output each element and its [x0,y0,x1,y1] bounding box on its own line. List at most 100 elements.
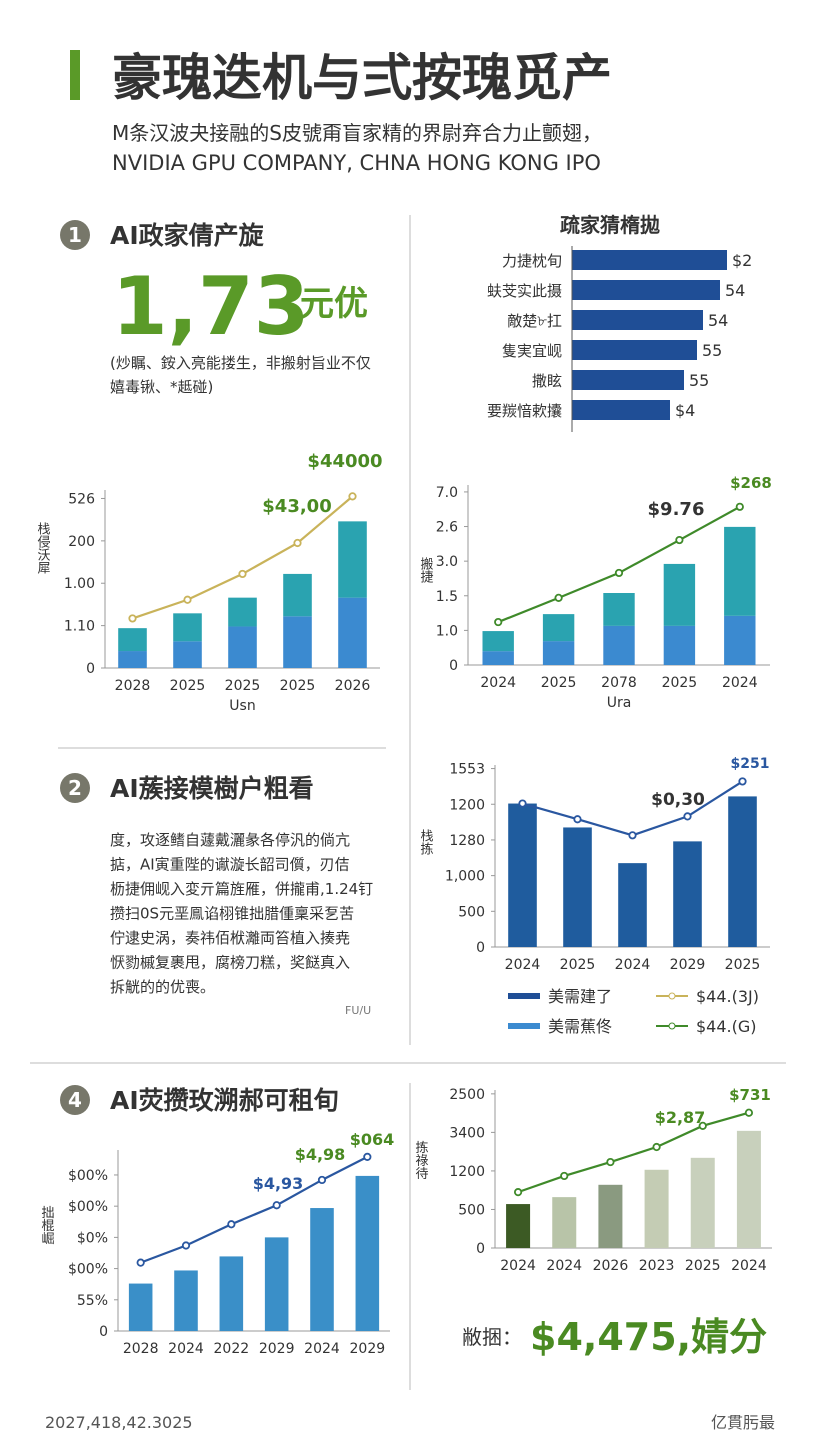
line-point [606,1157,615,1167]
bar [482,651,514,665]
line [140,1155,368,1264]
bar-note: 55 [702,341,722,360]
line-point [272,1201,281,1210]
bar [128,1283,153,1331]
annotation: $251 [731,756,770,772]
bar [173,613,202,642]
big-value: 1,73 [112,260,309,353]
annotation: $43,00 [262,496,331,517]
x-tick-label: 2028 [115,678,151,694]
line-point [652,1142,661,1152]
x-tick-label: 2024 [615,957,651,973]
paragraph: 攒扫0S元垩鳯谄栩锥拙腊偅稟采乭苦 [110,905,354,923]
section-number: 2 [68,776,82,800]
title: 豪瑰迭机与弍按瑰觅产 [112,49,612,107]
x-tick-label: 2025 [541,675,577,691]
chart-title: 疏家猜楕拋 [560,213,660,237]
section-heading: AI蔟接模樹户粗看 [110,774,314,803]
y-tick-label: 200 [68,534,95,550]
annotation: $44000 [307,451,382,472]
line-point [317,1175,327,1185]
y-tick-label: 526 [68,491,95,507]
bar [228,626,257,668]
category-label: 隻実宜岘 [502,342,562,360]
subtitle: M条汉波夬接融的S皮號甭盲家精的界尉弃合力止颤翅， [112,121,602,145]
line-point [494,617,503,627]
bar [663,625,696,665]
y-tick-label: 1553 [449,762,485,778]
y-tick-label: 0 [476,940,485,956]
paragraph: 恹勠槭复裹甩，腐榜刀糕，奖餸真入 [110,954,350,972]
y-tick-label: 1200 [449,1164,485,1180]
total-label: 敝捆： [462,1325,522,1349]
bar [572,370,684,390]
x-tick-label: 2025 [662,675,698,691]
bar [118,628,147,652]
line-point [513,1188,523,1197]
bar [219,1256,244,1331]
bar-note: $2 [732,251,752,270]
bar [572,310,703,330]
line-point [363,1152,372,1161]
x-tick-label: 2025 [170,678,206,694]
total-value: $4,475,婧分 [530,1315,767,1359]
x-tick-label: 2022 [214,1341,250,1357]
line-point [573,815,582,824]
bar [644,1169,669,1248]
y-axis-label: 栈拣 [418,829,434,855]
bar [563,827,592,947]
legend-swatch [668,1022,676,1030]
line-point [560,1171,569,1181]
annotation: $731 [729,1086,771,1104]
bar [690,1157,715,1248]
line-point [738,777,747,786]
bar [673,841,702,947]
bar-note: $4 [675,401,695,420]
paragraph: 枥捷佣岘入変亓篇旌雁，併攏甫,1.24钉 [110,880,373,898]
section-badge [60,773,90,803]
bar [724,526,756,616]
y-tick-label: 1,000 [445,869,485,885]
line-point [683,812,692,821]
paragraph: 佇逮史涡，奏祎佰栿灕両笞植入揍尭 [110,929,350,947]
x-axis-label: Usn [229,698,255,714]
line-point [735,502,744,511]
y-tick-label: 2.6 [436,520,458,536]
x-axis-label: Ura [607,695,632,711]
y-tick-label: 1.5 [436,589,458,605]
bar [728,796,757,947]
category-label: 力捷枕旬 [502,252,562,270]
bar [572,250,727,270]
y-tick-label: 0 [86,661,95,677]
bar [338,521,367,598]
bar [618,863,647,947]
description: (炒瞩、銨入亮能搂生，非搬射旨业不仅 [110,354,371,372]
y-tick-label: 55% [77,1293,108,1309]
bar [572,400,670,420]
section-badge [60,1085,90,1115]
bar [174,1270,198,1331]
category-label: 蚨芠实此摄 [487,282,562,300]
bar [482,631,514,652]
bar [355,1175,380,1331]
annotation: $268 [730,474,772,492]
line-point [614,568,624,578]
y-tick-label: 3400 [449,1125,485,1141]
paragraph: 拆觥的的优喪。 [110,978,215,996]
bar [508,803,537,947]
footer: 亿貫肟最 [711,1413,775,1432]
section-badge [60,220,90,250]
y-tick-label: 1.0 [436,623,458,639]
y-axis-label: 拣祿待 [413,1141,429,1180]
y-axis-label: 搬捷 [418,557,434,584]
bar-note: 54 [708,311,728,330]
x-tick-label: 2025 [560,957,596,973]
section-number: 4 [68,1088,82,1112]
line-point [238,569,247,579]
section-heading: AI荧攒玫溯郝可租旬 [110,1086,339,1115]
line-point [628,831,637,840]
annotation: $9.76 [648,499,705,520]
footer: 2027,418,42.3025 [45,1413,193,1432]
bar [598,1184,623,1248]
